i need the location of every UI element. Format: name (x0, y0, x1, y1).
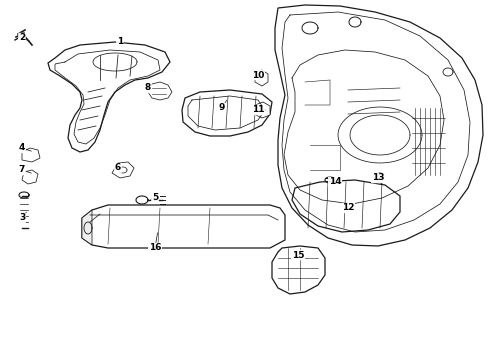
Polygon shape (82, 205, 285, 248)
Polygon shape (292, 180, 400, 232)
Polygon shape (255, 70, 268, 86)
Polygon shape (82, 210, 92, 245)
Text: 12: 12 (342, 203, 354, 212)
Text: 16: 16 (149, 243, 161, 252)
Text: 4: 4 (19, 144, 25, 153)
Polygon shape (254, 102, 270, 118)
Text: 9: 9 (219, 104, 225, 112)
Polygon shape (275, 5, 483, 246)
Text: 14: 14 (329, 177, 342, 186)
Text: 5: 5 (152, 194, 158, 202)
Text: 2: 2 (19, 33, 25, 42)
Polygon shape (148, 82, 172, 100)
Text: 15: 15 (292, 251, 304, 260)
Polygon shape (272, 246, 325, 294)
Text: 8: 8 (145, 84, 151, 93)
Polygon shape (182, 90, 272, 136)
Text: 7: 7 (19, 166, 25, 175)
Polygon shape (22, 148, 40, 162)
Text: 3: 3 (19, 213, 25, 222)
Text: 6: 6 (115, 163, 121, 172)
Text: 11: 11 (252, 105, 264, 114)
Polygon shape (22, 170, 38, 184)
Polygon shape (48, 42, 170, 152)
Text: 13: 13 (372, 174, 384, 183)
Text: 10: 10 (252, 71, 264, 80)
Text: 1: 1 (117, 37, 123, 46)
Polygon shape (112, 162, 134, 178)
